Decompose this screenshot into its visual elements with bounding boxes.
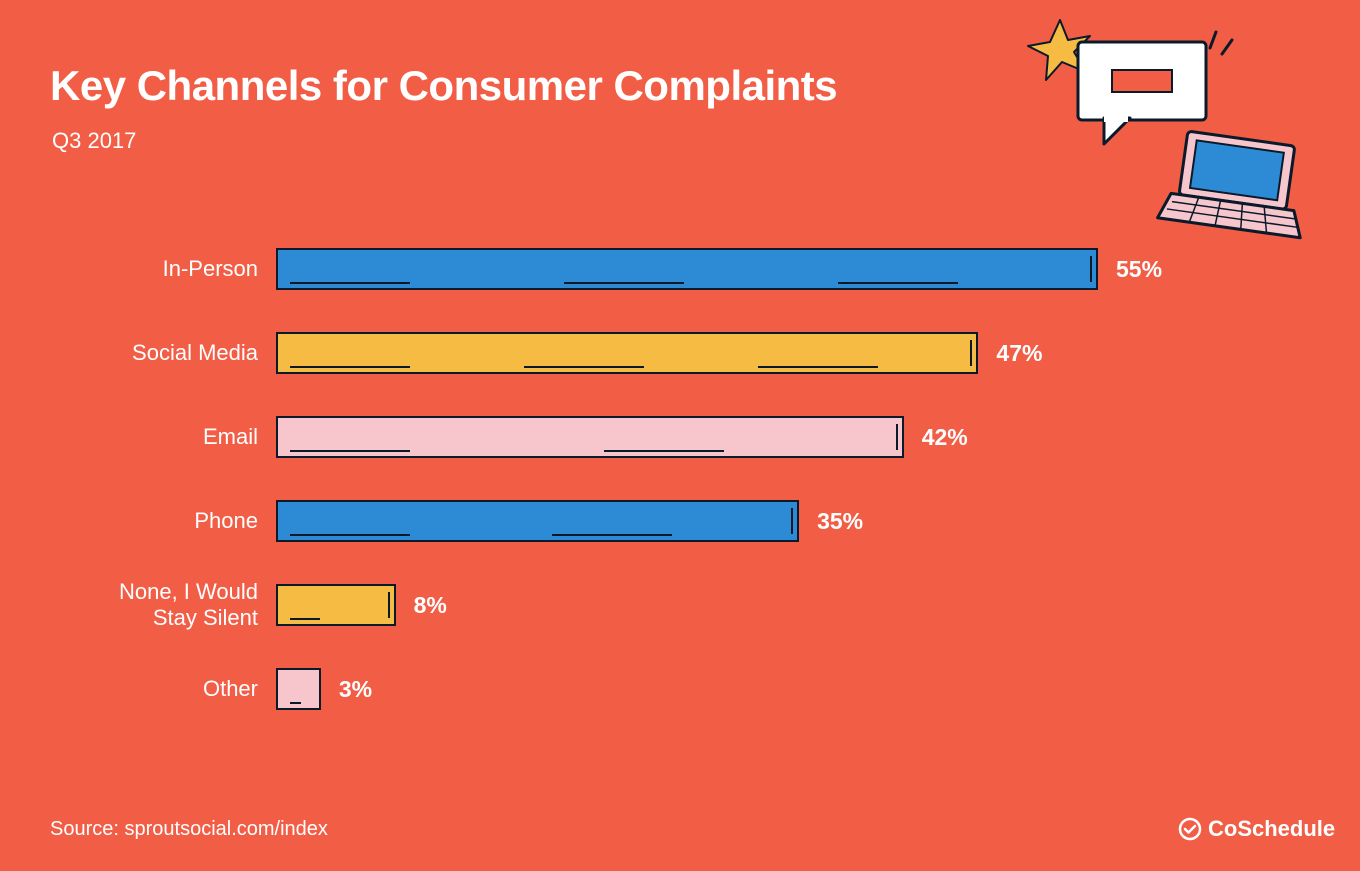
chart-title: Key Channels for Consumer Complaints	[50, 62, 837, 110]
bar	[276, 500, 799, 542]
bar-row: In-Person 55%	[0, 248, 1162, 290]
category-label: None, I WouldStay Silent	[0, 579, 276, 632]
value-label: 8%	[414, 592, 447, 619]
bar	[276, 416, 904, 458]
bar-row: Other 3%	[0, 668, 1162, 710]
brand-logo: CoSchedule	[1178, 816, 1335, 842]
bar	[276, 248, 1098, 290]
infographic-canvas: Key Channels for Consumer Complaints Q3 …	[0, 0, 1360, 871]
bar-row: Email 42%	[0, 416, 1162, 458]
value-label: 35%	[817, 508, 863, 535]
decoration-group	[1020, 10, 1320, 240]
laptop-icon	[1158, 129, 1313, 238]
value-label: 55%	[1116, 256, 1162, 283]
source-attribution: Source: sproutsocial.com/index	[50, 818, 328, 841]
bar	[276, 584, 396, 626]
chart-subtitle: Q3 2017	[52, 128, 136, 154]
speech-bubble-icon	[1078, 42, 1206, 144]
category-label: Phone	[0, 508, 276, 534]
bar-row: Social Media 47%	[0, 332, 1162, 374]
tick-marks-icon	[1210, 32, 1232, 54]
brand-icon	[1178, 817, 1202, 841]
category-label: Social Media	[0, 340, 276, 366]
value-label: 47%	[996, 340, 1042, 367]
category-label: In-Person	[0, 256, 276, 282]
bar	[276, 668, 321, 710]
bar-chart: In-Person 55% Social Media 47% Email 42% Phone…	[0, 248, 1162, 752]
bar-row: None, I WouldStay Silent8%	[0, 584, 1162, 626]
bar-row: Phone 35%	[0, 500, 1162, 542]
value-label: 3%	[339, 676, 372, 703]
value-label: 42%	[922, 424, 968, 451]
category-label: Email	[0, 424, 276, 450]
category-label: Other	[0, 676, 276, 702]
bar	[276, 332, 978, 374]
brand-name: CoSchedule	[1208, 816, 1335, 842]
